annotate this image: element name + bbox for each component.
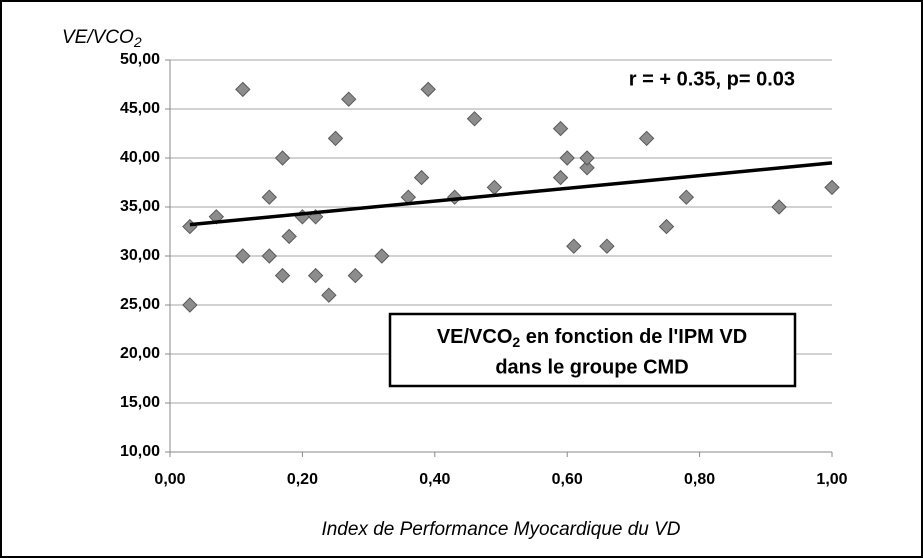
point (307, 267, 324, 284)
y-title-main: VE/VCO (62, 27, 134, 48)
point (599, 238, 615, 254)
x-axis-title: Index de Performance Myocardique du VD (321, 519, 680, 540)
legend-text: VE/VCO (437, 326, 513, 348)
y-title-sub: 2 (133, 34, 142, 50)
point (678, 189, 695, 205)
point (466, 111, 483, 127)
y-tick-label: 35,00 (120, 198, 160, 215)
y-tick-label: 30,00 (120, 247, 160, 264)
legend-text: en fonction de l'IPM VD (520, 326, 747, 348)
point (321, 287, 337, 303)
x-tick-label: 1,00 (816, 471, 847, 488)
point (261, 189, 278, 205)
x-tick-label: 0,80 (684, 471, 715, 488)
y-tick-label: 40,00 (120, 149, 160, 166)
point (566, 238, 582, 254)
legend-box: VE/VCO2 en fonction de l'IPM VD dans le … (388, 312, 797, 388)
point (327, 130, 344, 147)
point (771, 199, 787, 215)
y-axis-title: VE/VCO2 (62, 27, 142, 50)
point (341, 91, 357, 107)
point (658, 218, 675, 235)
y-tick-label: 20,00 (120, 345, 160, 362)
point (182, 297, 198, 313)
point (579, 150, 595, 166)
point (559, 150, 575, 166)
annotation: r = + 0.35, p= 0.03 (629, 68, 795, 90)
y-tick-label: 50,00 (120, 51, 160, 68)
y-tick-label: 45,00 (120, 100, 160, 117)
point (274, 267, 291, 284)
point (638, 130, 655, 147)
point (235, 81, 251, 98)
point (374, 248, 390, 264)
legend-line1: VE/VCO2 en fonction de l'IPM VD (437, 326, 747, 349)
legend-frame (388, 312, 797, 388)
point (420, 81, 436, 98)
legend-sub: 2 (512, 334, 520, 350)
x-tick-label: 0,60 (552, 471, 583, 488)
point (552, 169, 569, 186)
point (552, 120, 569, 137)
point (347, 267, 364, 284)
point (281, 228, 297, 245)
legend-line2: dans le groupe CMD (495, 356, 688, 378)
x-tick-label: 0,00 (154, 471, 185, 488)
trendline (189, 161, 833, 227)
y-tick-label: 15,00 (120, 394, 160, 411)
point (824, 179, 840, 196)
point (261, 248, 278, 264)
x-tick-label: 0,20 (287, 471, 318, 488)
point (235, 248, 251, 264)
y-tick-label: 25,00 (120, 296, 160, 313)
x-tick-label: 0,40 (419, 471, 450, 488)
y-tick-label: 10,00 (120, 443, 160, 460)
point (413, 169, 430, 186)
point (274, 150, 291, 166)
point (579, 160, 595, 176)
